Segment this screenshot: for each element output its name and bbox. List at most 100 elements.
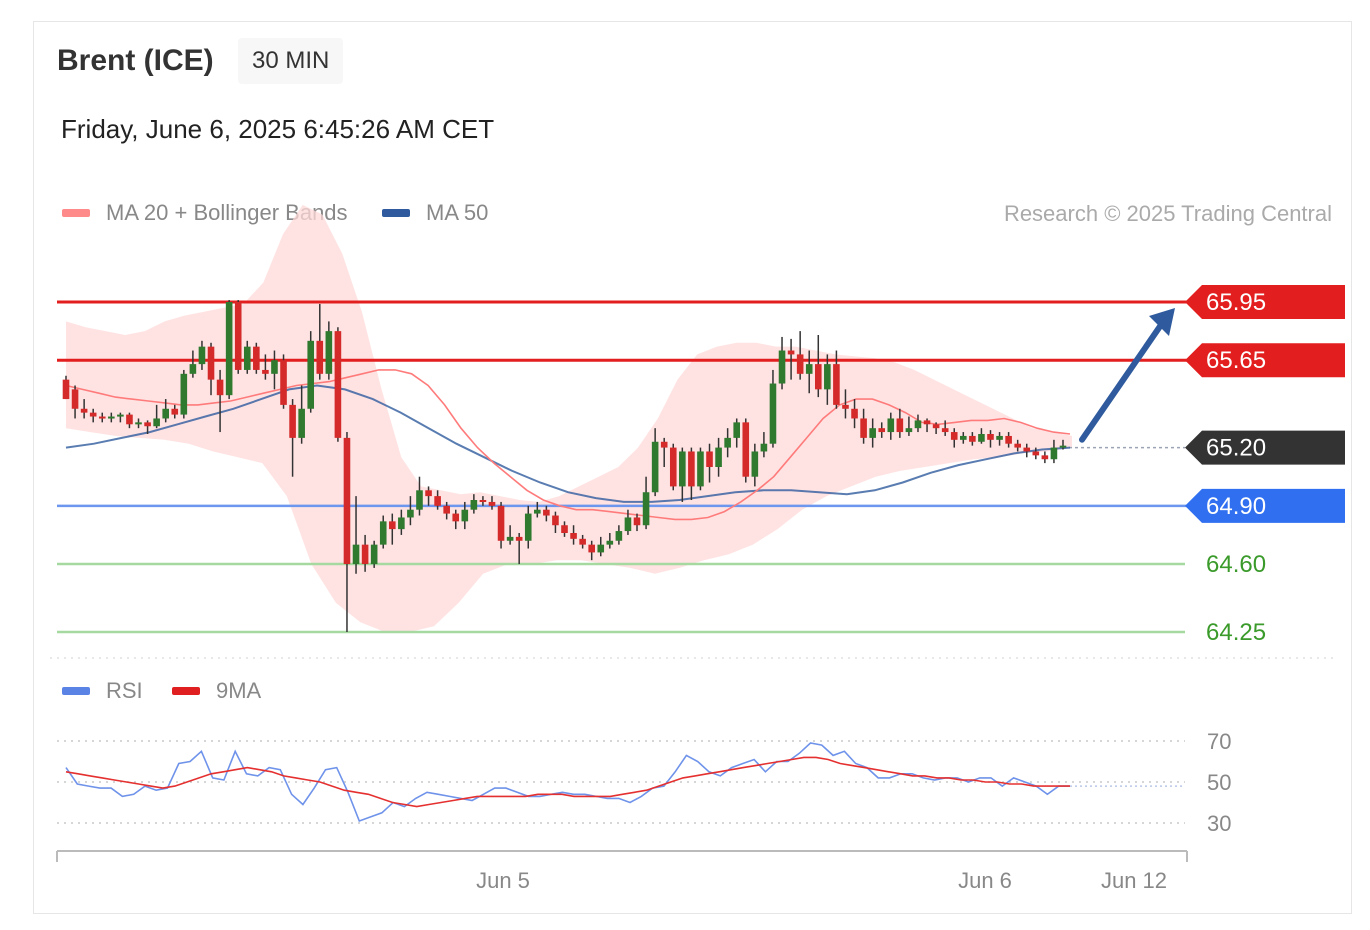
- candle: [488, 496, 496, 510]
- level-badge-65.20: [1185, 430, 1345, 465]
- candle-body: [370, 544, 378, 565]
- candle: [434, 490, 441, 510]
- candle: [135, 418, 142, 429]
- candle-body: [171, 408, 179, 415]
- candle: [706, 443, 713, 483]
- candle-body: [352, 544, 360, 565]
- candle: [271, 350, 278, 390]
- candle: [987, 430, 994, 448]
- candle-body: [751, 451, 759, 477]
- candle-body: [325, 331, 333, 374]
- candle-body: [117, 414, 124, 417]
- candle-body: [941, 428, 949, 433]
- candle: [298, 385, 305, 444]
- x-tick-label: Jun 6: [958, 868, 1012, 893]
- candle-body: [697, 451, 704, 487]
- candle: [461, 501, 469, 530]
- candle: [452, 509, 460, 530]
- candle-body: [198, 346, 206, 365]
- candle: [1005, 432, 1012, 448]
- candle: [941, 420, 949, 436]
- candle-body: [189, 364, 197, 374]
- candle: [225, 300, 233, 400]
- candle-body: [860, 418, 867, 438]
- candle-body: [651, 441, 659, 493]
- timeframe-badge[interactable]: 30 MIN: [238, 38, 344, 84]
- candle-body: [280, 360, 287, 405]
- candle: [606, 533, 614, 549]
- candle: [824, 354, 831, 405]
- candle: [543, 505, 550, 522]
- candle-body: [724, 437, 731, 448]
- candle-body: [878, 428, 886, 433]
- candle: [479, 496, 487, 506]
- candle-body: [579, 538, 586, 545]
- candle-body: [89, 412, 97, 417]
- candle: [108, 412, 115, 423]
- candle-body: [896, 418, 904, 433]
- candle: [153, 404, 160, 429]
- candle-body: [162, 408, 169, 419]
- candle: [71, 385, 79, 419]
- candle: [669, 443, 677, 491]
- level-badge-65.65: [1185, 343, 1345, 378]
- candle: [497, 501, 505, 549]
- candle-body: [497, 505, 505, 541]
- candle: [534, 501, 541, 518]
- candle-body: [135, 422, 142, 425]
- candle-body: [515, 536, 523, 541]
- candle-body: [660, 441, 668, 448]
- candle-body: [388, 521, 396, 530]
- candle-body: [425, 490, 432, 497]
- candle-body: [461, 509, 469, 522]
- candle: [325, 321, 333, 380]
- candle: [80, 399, 88, 419]
- candle-body: [225, 302, 233, 396]
- moving-averages: [65, 369, 1071, 521]
- candle: [742, 418, 750, 483]
- candle-body: [534, 509, 541, 514]
- candle: [887, 412, 895, 440]
- candle-body: [488, 501, 496, 506]
- candle-body: [144, 422, 151, 427]
- candle: [524, 505, 532, 549]
- candle-body: [361, 544, 369, 565]
- credit-label: Research © 2025 Trading Central: [1003, 201, 1332, 226]
- rsi-tick-label: 50: [1207, 770, 1231, 795]
- candle: [1050, 439, 1058, 464]
- candle-body: [706, 451, 713, 467]
- candle-body: [796, 354, 804, 374]
- candle: [978, 428, 985, 444]
- candle: [352, 496, 360, 574]
- candle: [407, 496, 414, 526]
- candle: [570, 525, 577, 545]
- candle: [253, 342, 260, 374]
- candle: [126, 412, 133, 429]
- level-badge-text: 65.95: [1206, 289, 1266, 316]
- candle-body: [887, 418, 895, 433]
- candle-body: [570, 533, 577, 539]
- candle-body: [688, 451, 695, 487]
- candle-body: [71, 389, 79, 409]
- x-tick-label: Jun 12: [1101, 868, 1167, 893]
- candle-body: [334, 331, 342, 438]
- level-badges: 65.95 65.65 65.20 64.90 64.60 64.25: [1185, 285, 1345, 646]
- candle-body: [588, 544, 595, 553]
- candle: [833, 350, 840, 409]
- candle-body: [597, 544, 605, 553]
- candle-body: [642, 492, 650, 526]
- candle: [162, 399, 169, 423]
- candle: [633, 513, 641, 532]
- candle-body: [398, 517, 405, 530]
- candle: [651, 428, 659, 497]
- candle: [243, 340, 251, 374]
- candle: [869, 418, 876, 448]
- candle-body: [914, 420, 922, 429]
- candle-body: [950, 432, 958, 440]
- candle: [688, 447, 695, 500]
- candle-body: [243, 346, 251, 370]
- candle: [860, 408, 867, 444]
- candlesticks: [62, 300, 1067, 632]
- candle-body: [733, 422, 741, 438]
